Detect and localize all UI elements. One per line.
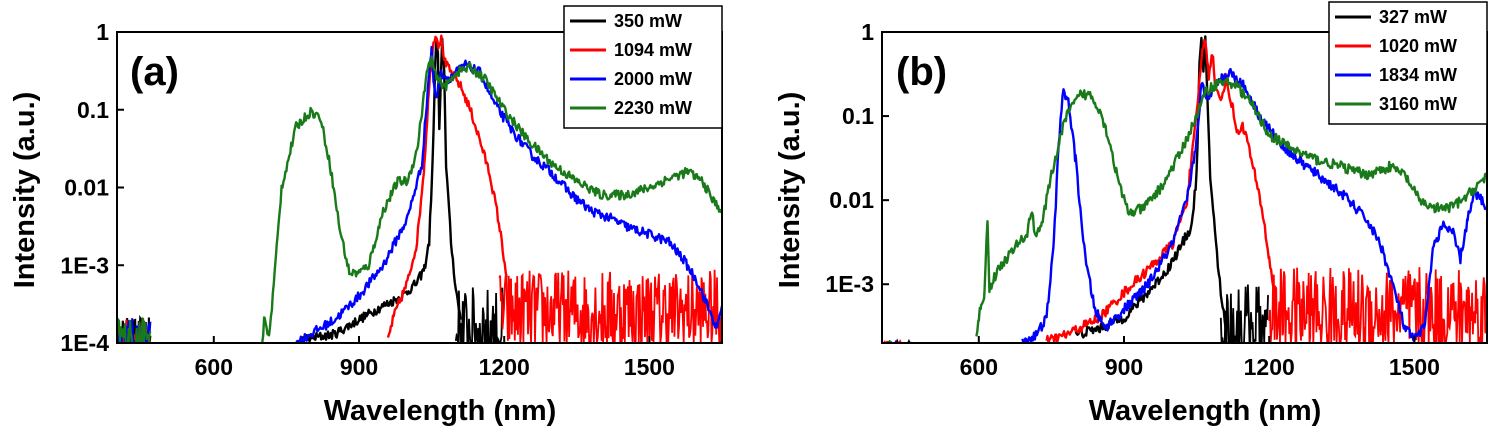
panel-a-label: (a) — [130, 50, 179, 94]
panel-b-y-ticks: 1 0.1 0.01 1E-3 — [825, 19, 889, 297]
x-tick-label-600: 600 — [960, 354, 998, 380]
panel-b-legend: 327 mW 1020 mW 1834 mW 3160 mW — [1328, 1, 1488, 125]
y-tick-label-0.1: 0.1 — [842, 103, 874, 129]
series-line-350-mW — [299, 37, 462, 343]
legend-label-1094-mW: 1094 mW — [614, 40, 692, 60]
y-tick-label-1E-3: 1E-3 — [60, 252, 109, 278]
noise-trace-left-1 — [882, 339, 916, 343]
legend-label-350-mW: 350 mW — [614, 11, 682, 31]
series-line-1094-mW — [386, 34, 508, 338]
legend-label-1020-mW: 1020 mW — [1379, 36, 1457, 56]
series-noise-350-mW — [454, 287, 505, 343]
series-line-2230-mW — [261, 55, 722, 343]
series-noise-327-mW — [1219, 284, 1270, 343]
y-tick-label-0.01: 0.01 — [64, 175, 109, 201]
chart-panel-b: 600 900 1200 1500 1 0.1 0.01 1E-3 (b) Waveleng… — [774, 1, 1488, 427]
x-tick-label-1200: 1200 — [479, 354, 530, 380]
y-tick-label-1: 1 — [96, 19, 109, 45]
series-noise-1094-mW — [498, 269, 722, 343]
legend-label-327-mW: 327 mW — [1379, 7, 1447, 27]
panel-a-lines — [117, 34, 722, 343]
noise-trace-left-3 — [117, 316, 152, 343]
x-tick-label-1500: 1500 — [1389, 354, 1440, 380]
series-line-327-mW — [1074, 35, 1227, 339]
panel-b-frame — [881, 31, 1488, 344]
panel-a-y-ticks: 1 0.1 0.01 1E-3 1E-4 — [60, 19, 124, 356]
panel-a-xlabel: Wavelength (nm) — [324, 395, 557, 427]
legend-label-2000-mW: 2000 mW — [614, 69, 692, 89]
y-tick-label-1: 1 — [861, 19, 874, 45]
y-tick-label-0.01: 0.01 — [829, 187, 874, 213]
x-tick-label-1200: 1200 — [1244, 354, 1295, 380]
legend-label-2230-mW: 2230 mW — [614, 98, 692, 118]
panel-a-legend: 350 mW 1094 mW 2000 mW 2230 mW — [563, 5, 723, 129]
panel-a-x-ticks: 600 900 1200 1500 — [195, 336, 675, 380]
legend-label-3160-mW: 3160 mW — [1379, 94, 1457, 114]
chart-panel-a: 600 900 1200 1500 1 0.1 0.01 1E-3 1E-4 (a) Wave… — [9, 5, 723, 427]
panel-a-ylabel: Intensity (a.u.) — [9, 92, 41, 289]
series-line-3160-mW — [975, 76, 1487, 337]
y-tick-label-1E-4: 1E-4 — [60, 330, 109, 356]
panel-b-label: (b) — [896, 50, 947, 94]
x-tick-label-900: 900 — [340, 354, 378, 380]
series-line-2000-mW — [295, 45, 722, 343]
y-tick-label-0.1: 0.1 — [77, 97, 109, 123]
panel-b-x-ticks: 600 900 1200 1500 — [960, 336, 1440, 380]
x-tick-label-1500: 1500 — [624, 354, 675, 380]
panel-b-xlabel: Wavelength (nm) — [1089, 395, 1322, 427]
x-tick-label-900: 900 — [1105, 354, 1143, 380]
x-tick-label-600: 600 — [195, 354, 233, 380]
series-noise-1020-mW — [1268, 267, 1487, 343]
panel-b-ylabel: Intensity (a.u.) — [774, 92, 806, 289]
y-tick-label-1E-3: 1E-3 — [825, 271, 874, 297]
panel-b-lines — [882, 35, 1487, 343]
legend-label-1834-mW: 1834 mW — [1379, 65, 1457, 85]
